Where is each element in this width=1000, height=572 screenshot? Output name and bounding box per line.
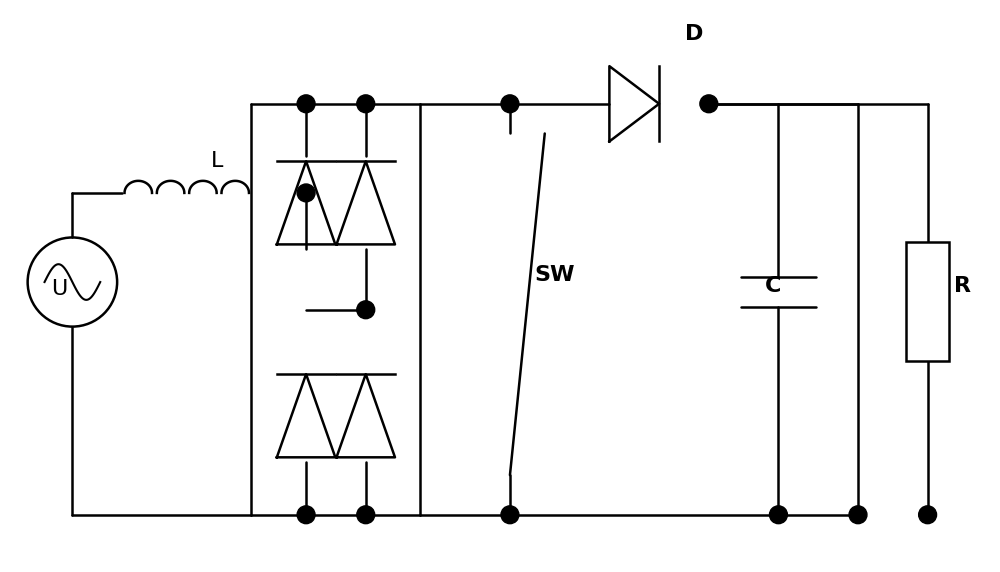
Circle shape — [297, 184, 315, 202]
Text: SW: SW — [534, 265, 575, 285]
FancyBboxPatch shape — [906, 243, 949, 362]
Text: U: U — [51, 279, 68, 299]
Circle shape — [357, 95, 375, 113]
Text: R: R — [954, 276, 971, 296]
Circle shape — [297, 95, 315, 113]
Circle shape — [919, 506, 937, 524]
Text: L: L — [210, 152, 223, 172]
Text: C: C — [765, 276, 782, 296]
Circle shape — [769, 506, 787, 524]
Circle shape — [700, 95, 718, 113]
Circle shape — [501, 95, 519, 113]
Circle shape — [357, 506, 375, 524]
Circle shape — [297, 506, 315, 524]
Circle shape — [849, 506, 867, 524]
Circle shape — [357, 301, 375, 319]
Text: D: D — [685, 24, 703, 44]
Circle shape — [501, 506, 519, 524]
